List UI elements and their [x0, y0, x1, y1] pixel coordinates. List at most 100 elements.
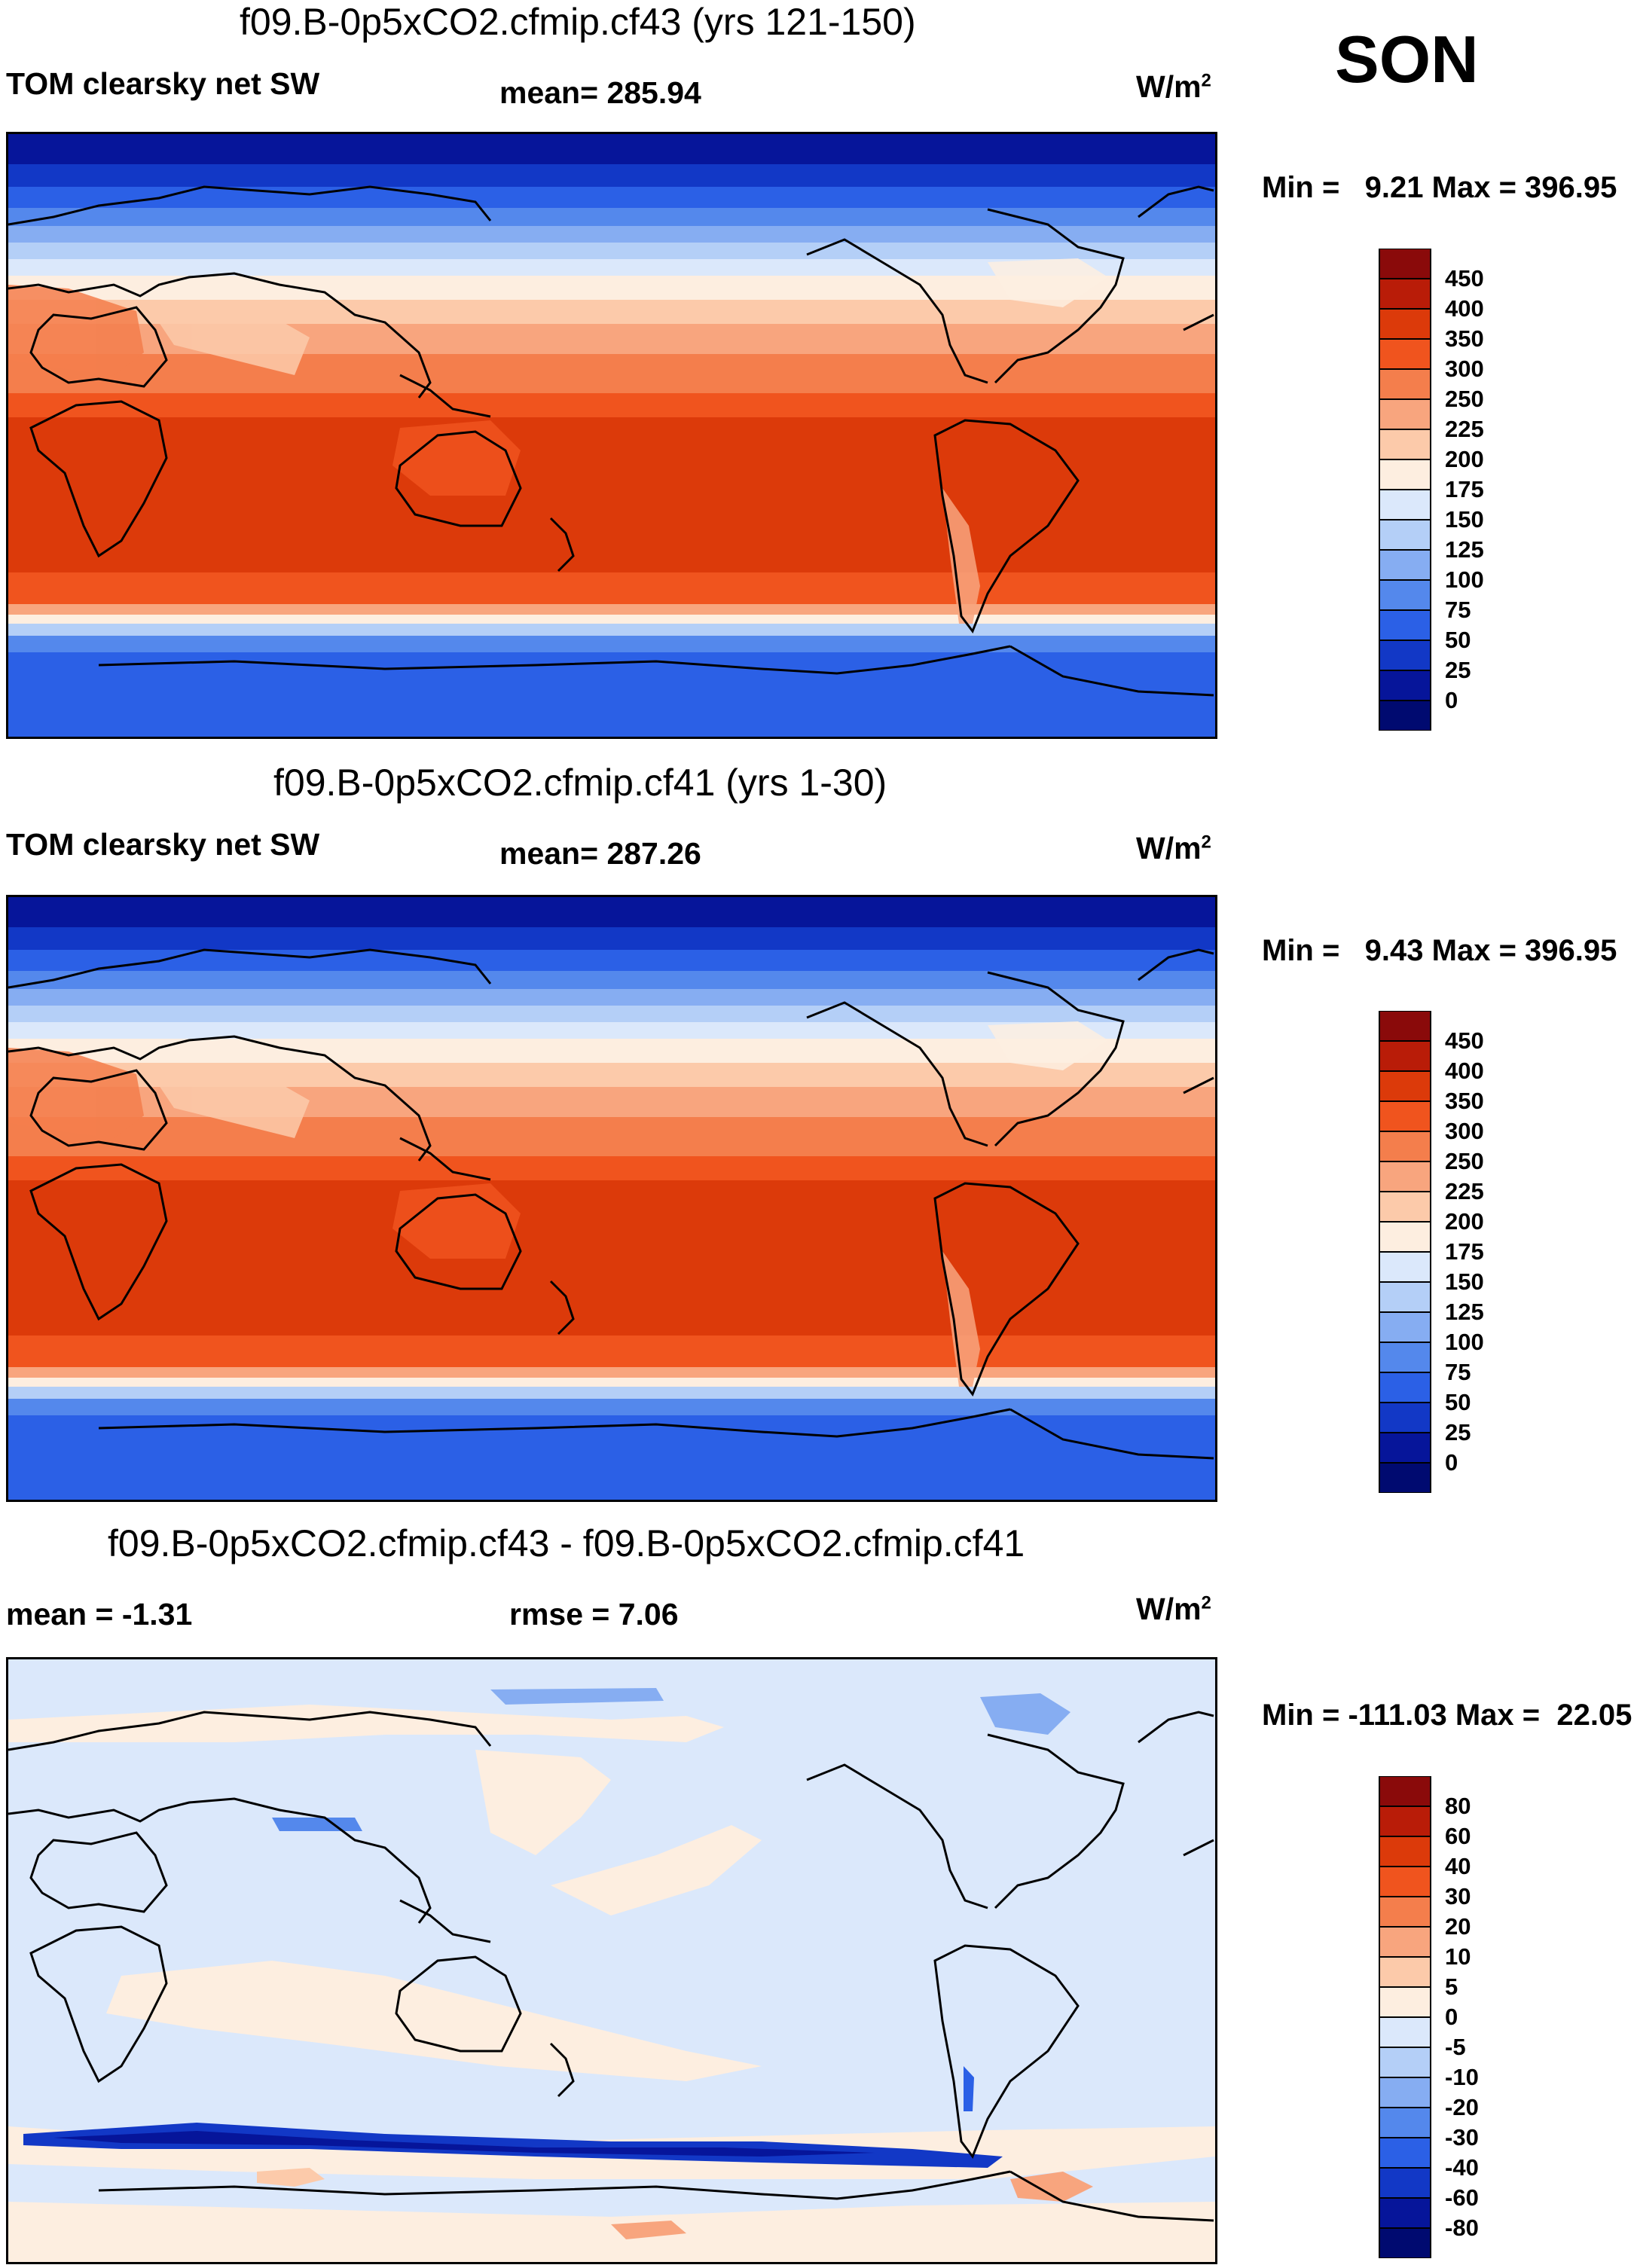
panel-1-map-svg: [8, 134, 1215, 737]
panel-1-latitude-bands: [8, 134, 1215, 737]
season-label: SON: [1335, 22, 1479, 96]
colorbar-tick-label: 5: [1445, 1973, 1458, 2000]
colorbar-tick-label: 175: [1445, 476, 1484, 502]
panel-2-land-patches: [8, 1021, 1108, 1387]
colorbar-tick-label: 25: [1445, 1419, 1471, 1445]
colorbar-tick-label: 100: [1445, 566, 1484, 593]
panel-3-mean-label: mean = -1.31: [6, 1597, 193, 1632]
panel-3-units: W/m2: [1136, 1592, 1211, 1626]
colorbar-box: [1379, 1836, 1431, 1867]
panel-2-colorbar-labels: 450 400 350 300 250 225 200 175 150 125 100 75 50 25 0: [1445, 1011, 1535, 1493]
panel-1-colorbar-svg: [1379, 248, 1431, 731]
colorbar-box: [1379, 1161, 1431, 1192]
colorbar-box: [1379, 1372, 1431, 1403]
colorbar-tick-label: -10: [1445, 2064, 1479, 2090]
panel-1-mean-label: mean= 285.94: [499, 75, 701, 110]
colorbar-box: [1379, 1926, 1431, 1958]
panel-3-local-anomalies: [257, 1688, 1093, 2239]
panel-1-units: W/m2: [1136, 69, 1211, 104]
colorbar-tick-label: -5: [1445, 2034, 1466, 2060]
panel-1-colorbar-labels: 450 400 350 300 250 225 200 175 150 125 100 75 50 25 0: [1445, 249, 1535, 731]
panel-1-title: f09.B-0p5xCO2.cfmip.cf43 (yrs 121-150): [240, 1, 916, 43]
colorbar-tick-label: 125: [1445, 1299, 1484, 1325]
colorbar-box: [1379, 519, 1431, 551]
panel-3-minmax: Min = -111.03 Max = 22.05: [1262, 1699, 1632, 1732]
colorbar-box: [1379, 2047, 1431, 2078]
colorbar-tick-label: 200: [1445, 1208, 1484, 1235]
colorbar-tick-label: 100: [1445, 1329, 1484, 1355]
panel-2-coastlines: [8, 948, 1214, 1460]
colorbar-box: [1379, 489, 1431, 520]
colorbar-tick-label: 350: [1445, 325, 1484, 352]
colorbar-tick-label: 300: [1445, 356, 1484, 382]
colorbar-tick-label: 450: [1445, 265, 1484, 292]
colorbar-box: [1379, 1070, 1431, 1102]
colorbar-box: [1379, 278, 1431, 310]
colorbar-tick-label: 400: [1445, 295, 1484, 322]
colorbar-tick-label: 75: [1445, 597, 1471, 623]
colorbar-box: [1379, 1342, 1431, 1373]
panel-1-colorbar: [1379, 248, 1431, 731]
panel-1-minmax: Min = 9.21 Max = 396.95: [1262, 171, 1617, 204]
colorbar-tick-label: 60: [1445, 1823, 1471, 1849]
colorbar-box: [1379, 1806, 1431, 1837]
colorbar-box: [1379, 1402, 1431, 1433]
colorbar-box: [1379, 1311, 1431, 1343]
colorbar-box: [1379, 670, 1431, 701]
colorbar-box: [1379, 459, 1431, 490]
colorbar-box: [1379, 1131, 1431, 1162]
panel-2-variable-label: TOM clearsky net SW: [6, 827, 320, 862]
colorbar-box: [1379, 308, 1431, 340]
colorbar-box: [1379, 398, 1431, 430]
colorbar-box: [1379, 2016, 1431, 2048]
colorbar-tick-label: -20: [1445, 2094, 1479, 2120]
colorbar-tick-label: 175: [1445, 1238, 1484, 1265]
panel-3-colorbar-svg: [1379, 1775, 1431, 2259]
panel-1-coastlines: [8, 185, 1214, 697]
panel-2-colorbar-svg: [1379, 1010, 1431, 1494]
colorbar-tick-label: 20: [1445, 1913, 1471, 1940]
colorbar-tick-label: -40: [1445, 2154, 1479, 2181]
colorbar-tick-label: 0: [1445, 1449, 1458, 1476]
colorbar-box: [1379, 609, 1431, 641]
colorbar-box: [1379, 2227, 1431, 2259]
panel-3-coastlines: [8, 1711, 1214, 2222]
colorbar-box: [1379, 1191, 1431, 1223]
panel-3-colorbar-labels: 80 60 40 30 20 10 5 0 -5 -10 -20 -30 -40 -60 -80: [1445, 1776, 1535, 2258]
colorbar-tick-label: 250: [1445, 1148, 1484, 1174]
colorbar-box: [1379, 549, 1431, 581]
panel-1-map: [6, 132, 1217, 739]
colorbar-box: [1379, 1432, 1431, 1464]
colorbar-box: [1379, 1221, 1431, 1253]
colorbar-tick-label: 225: [1445, 416, 1484, 442]
colorbar-box: [1379, 2077, 1431, 2108]
colorbar-tick-label: -30: [1445, 2124, 1479, 2150]
panel-2-colorbar: [1379, 1010, 1431, 1494]
panel-2-units: W/m2: [1136, 831, 1211, 865]
colorbar-box: [1379, 1010, 1431, 1042]
colorbar-tick-label: 200: [1445, 446, 1484, 472]
colorbar-tick-label: 250: [1445, 386, 1484, 412]
colorbar-tick-label: 300: [1445, 1118, 1484, 1144]
colorbar-box: [1379, 2137, 1431, 2169]
panel-3-title: f09.B-0p5xCO2.cfmip.cf43 - f09.B-0p5xCO2…: [108, 1522, 1025, 1564]
colorbar-tick-label: 0: [1445, 2004, 1458, 2030]
colorbar-box: [1379, 368, 1431, 400]
panel-2-map: [6, 895, 1217, 1502]
colorbar-box: [1379, 639, 1431, 671]
colorbar-box: [1379, 338, 1431, 370]
colorbar-tick-label: 25: [1445, 657, 1471, 683]
colorbar-box: [1379, 1775, 1431, 1807]
colorbar-tick-label: 40: [1445, 1853, 1471, 1879]
panel-2-minmax: Min = 9.43 Max = 396.95: [1262, 934, 1617, 967]
colorbar-tick-label: 80: [1445, 1793, 1471, 1819]
colorbar-box: [1379, 1956, 1431, 1988]
colorbar-tick-label: 350: [1445, 1088, 1484, 1114]
colorbar-box: [1379, 1281, 1431, 1313]
colorbar-box: [1379, 429, 1431, 460]
colorbar-tick-label: 10: [1445, 1943, 1471, 1970]
colorbar-box: [1379, 1040, 1431, 1072]
panel-3-map-svg: [8, 1659, 1215, 2262]
panel-2-mean-label: mean= 287.26: [499, 836, 701, 871]
colorbar-box: [1379, 2167, 1431, 2199]
